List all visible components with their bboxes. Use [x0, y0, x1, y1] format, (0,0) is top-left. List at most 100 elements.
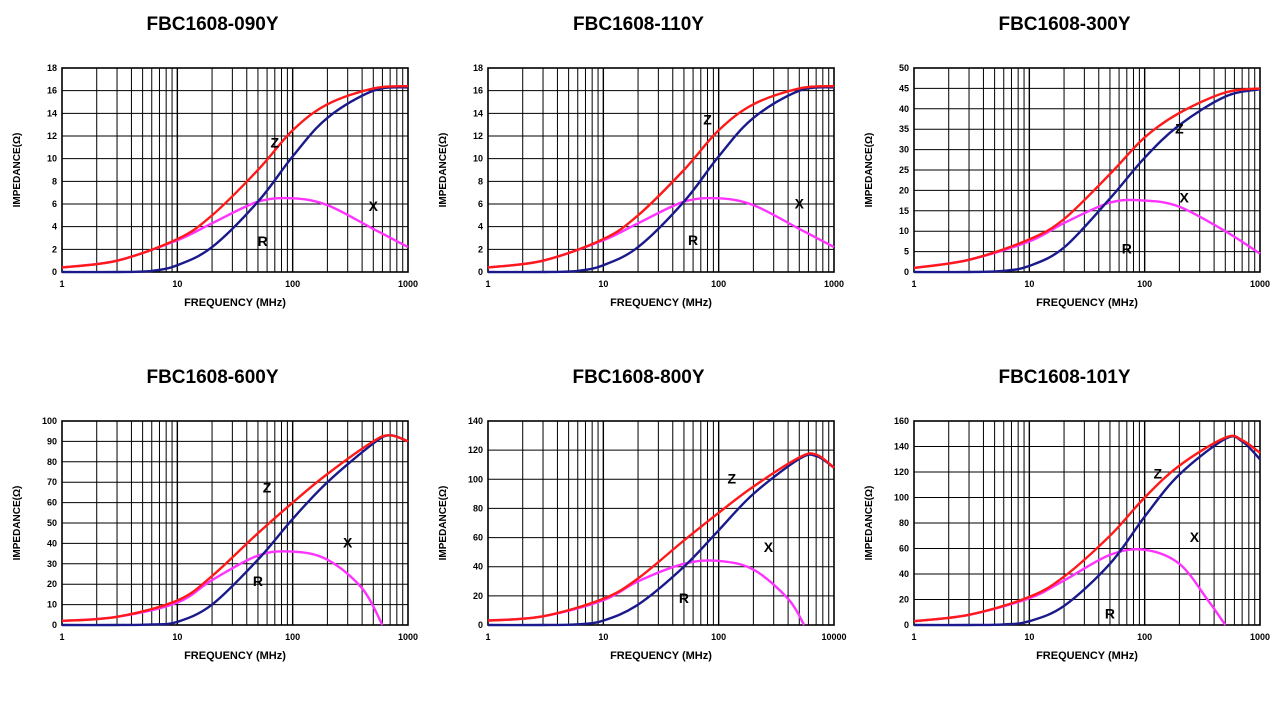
series-r-line — [487, 453, 835, 627]
x-tick-label: 1 — [485, 632, 490, 642]
series-z-line — [61, 434, 409, 623]
y-tick-label: 10 — [473, 154, 483, 164]
plot-frame — [487, 67, 835, 273]
impedance-chart: 0 2 4 6 8 10 12 14 16 18 1 10 100 1000 FREQUENCY (MHz)… — [438, 63, 844, 309]
curve-label-x: X — [1190, 529, 1200, 545]
y-tick-label: 120 — [468, 445, 483, 455]
x-tick-label: 1000 — [1250, 632, 1270, 642]
curve-label-r: R — [258, 233, 268, 249]
y-tick-label: 8 — [52, 176, 57, 186]
series-z-line — [487, 84, 835, 269]
y-axis-title: IMPEDANCE(Ω) — [438, 486, 449, 561]
chart-panel-6: FBC1608-101Y 0 20 40 60 80 100 120 140 160 1 10 100… — [852, 353, 1277, 706]
y-tick-label: 120 — [894, 467, 909, 477]
y-tick-label: 4 — [478, 222, 483, 232]
y-tick-label: 18 — [473, 63, 483, 73]
series-x-line — [61, 196, 409, 269]
series-r-line — [487, 86, 835, 274]
series-x-line — [487, 559, 806, 626]
x-tick-label: 10 — [172, 632, 182, 642]
y-tick-label: 40 — [47, 538, 57, 548]
y-tick-label: 50 — [899, 63, 909, 73]
y-tick-label: 14 — [47, 108, 57, 118]
curve-label-x: X — [343, 534, 353, 550]
chart-title: FBC1608-101Y — [998, 367, 1131, 388]
y-tick-label: 80 — [899, 518, 909, 528]
y-tick-label: 70 — [47, 477, 57, 487]
y-tick-label: 2 — [478, 244, 483, 254]
y-tick-label: 140 — [894, 442, 909, 452]
y-tick-label: 10 — [899, 226, 909, 236]
chart-panel-1: FBC1608-090Y 0 2 4 6 8 10 12 14 16 18 1 10 100 1000 FR… — [0, 0, 425, 353]
plot-frame — [913, 67, 1261, 273]
curve-label-x: X — [764, 539, 774, 555]
grid — [914, 68, 1260, 272]
curve-label-x: X — [369, 198, 379, 214]
y-tick-label: 6 — [52, 199, 57, 209]
curve-label-z: Z — [1175, 120, 1184, 136]
series-r-line — [913, 435, 1261, 627]
x-tick-label: 1 — [485, 279, 490, 289]
chart-title: FBC1608-600Y — [146, 367, 279, 388]
x-axis-title: FREQUENCY (MHz) — [610, 297, 712, 309]
y-tick-label: 10 — [47, 600, 57, 610]
series-x-line — [487, 196, 835, 269]
y-tick-label: 0 — [904, 267, 909, 277]
series-r-line — [913, 88, 1261, 274]
y-tick-label: 50 — [47, 518, 57, 528]
y-tick-label: 0 — [52, 620, 57, 630]
y-tick-label: 40 — [899, 104, 909, 114]
series-x-line — [913, 548, 1227, 626]
chart-panel-5: FBC1608-800Y 0 20 40 60 80 100 120 140 1 10 100 100… — [426, 353, 851, 706]
y-tick-label: 30 — [899, 145, 909, 155]
y-tick-label: 2 — [52, 244, 57, 254]
series-x-line — [61, 550, 384, 626]
y-tick-label: 100 — [894, 493, 909, 503]
y-tick-label: 14 — [473, 108, 483, 118]
x-tick-label: 10 — [598, 632, 608, 642]
grid — [488, 68, 834, 272]
x-tick-label: 1 — [59, 632, 64, 642]
x-axis-title: FREQUENCY (MHz) — [184, 297, 286, 309]
x-axis-title: FREQUENCY (MHz) — [184, 650, 286, 662]
x-tick-label: 1000 — [398, 279, 418, 289]
y-tick-label: 20 — [899, 185, 909, 195]
x-tick-label: 100 — [285, 632, 300, 642]
y-tick-label: 16 — [47, 86, 57, 96]
y-tick-label: 40 — [899, 569, 909, 579]
x-tick-label: 10 — [1024, 632, 1034, 642]
y-tick-label: 18 — [47, 63, 57, 73]
chart-title: FBC1608-300Y — [998, 14, 1131, 35]
curve-label-x: X — [795, 196, 805, 212]
y-tick-label: 12 — [473, 131, 483, 141]
y-tick-label: 90 — [47, 436, 57, 446]
y-tick-label: 5 — [904, 247, 909, 257]
grid — [488, 421, 834, 625]
chart-panel-4: FBC1608-600Y 0 10 20 30 40 50 60 70 80 90 100 1 10 10… — [0, 353, 425, 706]
plot-frame — [913, 420, 1261, 626]
curve-label-x: X — [1179, 190, 1189, 206]
y-tick-label: 0 — [478, 267, 483, 277]
y-tick-label: 60 — [899, 544, 909, 554]
series-z-line — [913, 434, 1261, 623]
x-axis-title: FREQUENCY (MHz) — [1036, 650, 1138, 662]
x-tick-label: 10 — [172, 279, 182, 289]
x-tick-label: 1 — [59, 279, 64, 289]
impedance-chart: 0 5 10 15 20 25 30 35 40 45 50 1 10 100 1000 FREQUENCY … — [864, 63, 1270, 309]
y-tick-label: 60 — [47, 498, 57, 508]
series-z-line — [487, 452, 835, 622]
x-tick-label: 1000 — [398, 632, 418, 642]
y-tick-label: 6 — [478, 199, 483, 209]
y-axis-title: IMPEDANCE(Ω) — [438, 133, 449, 208]
impedance-chart: 0 2 4 6 8 10 12 14 16 18 1 10 100 1000 FREQUENCY (MHz)… — [12, 63, 418, 309]
y-tick-label: 12 — [47, 131, 57, 141]
x-tick-label: 100 — [711, 279, 726, 289]
x-tick-label: 1 — [911, 279, 916, 289]
curve-label-z: Z — [271, 134, 280, 150]
y-tick-label: 8 — [478, 176, 483, 186]
y-tick-label: 0 — [478, 620, 483, 630]
y-tick-label: 60 — [473, 533, 483, 543]
curve-label-r: R — [679, 590, 689, 606]
plot-frame — [61, 420, 409, 626]
chart-panel-3: FBC1608-300Y 0 5 10 15 20 25 30 35 40 45 50 1 10 100 1… — [852, 0, 1277, 353]
